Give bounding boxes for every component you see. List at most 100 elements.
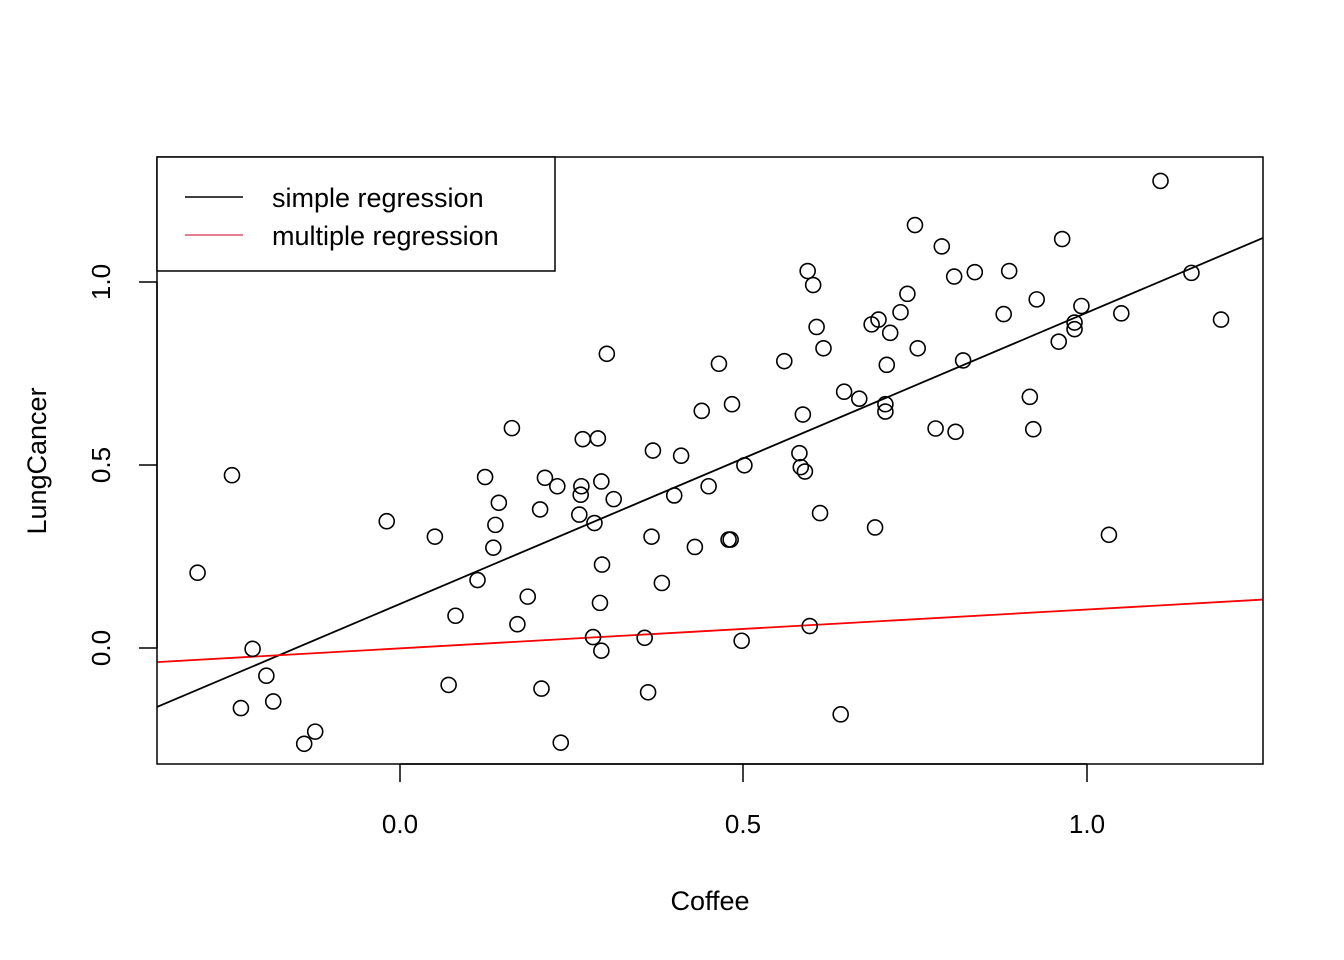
data-point (733, 632, 750, 650)
data-point (1028, 291, 1046, 308)
data-point (1073, 297, 1090, 315)
data-point (815, 339, 832, 357)
data-point (487, 516, 504, 534)
data-point (440, 676, 457, 694)
data-point (593, 556, 611, 573)
data-point (519, 588, 537, 605)
data-point (722, 531, 739, 548)
x-tick-label: 0.5 (725, 809, 761, 839)
data-point (1053, 230, 1071, 248)
x-tick-label: 1.0 (1069, 809, 1105, 839)
data-point (1212, 311, 1230, 328)
data-point (700, 477, 717, 495)
data-point (775, 352, 793, 370)
data-point (533, 680, 550, 697)
multiple-regression-line (156, 598, 1264, 663)
data-point (1100, 526, 1118, 544)
data-point (723, 395, 741, 413)
x-tick-label: 0.0 (382, 809, 418, 839)
data-point (552, 734, 570, 751)
data-point (665, 487, 683, 504)
data-point (995, 305, 1012, 323)
data-point (589, 430, 607, 447)
data-point (799, 262, 816, 280)
data-point (693, 402, 711, 420)
data-point (866, 519, 884, 536)
data-point (877, 403, 894, 420)
data-point (258, 667, 275, 685)
data-point (909, 339, 927, 357)
data-point (549, 477, 566, 495)
data-point (892, 303, 909, 321)
data-point (686, 538, 704, 556)
data-point (1066, 314, 1083, 331)
data-point (378, 512, 396, 530)
data-point (870, 311, 887, 328)
data-point (536, 469, 554, 487)
data-point (503, 419, 521, 437)
data-point (574, 430, 592, 448)
data-point (469, 571, 486, 589)
data-point (1050, 333, 1068, 350)
data-point (653, 574, 671, 592)
data-point (927, 420, 944, 437)
data-point (710, 355, 728, 373)
y-tick-label: 0.5 (86, 447, 116, 483)
data-point (1024, 420, 1042, 438)
y-axis: 0.0 0.5 1.0 (86, 264, 158, 666)
data-point (877, 395, 894, 413)
data-point (639, 683, 657, 701)
data-point (947, 423, 964, 441)
data-point (801, 617, 819, 635)
data-point (1021, 388, 1039, 406)
data-point (796, 463, 814, 480)
legend: simple regression multiple regression (156, 156, 556, 272)
y-tick-label: 0.0 (86, 630, 116, 666)
data-point (835, 383, 853, 401)
data-point (509, 615, 526, 633)
data-point (1183, 264, 1200, 282)
x-axis-title: Coffee (670, 886, 749, 916)
data-point (881, 324, 899, 342)
y-tick-label: 1.0 (86, 264, 116, 300)
data-point (643, 528, 660, 545)
data-point (295, 735, 313, 753)
legend-label-multiple-regression: multiple regression (272, 221, 499, 251)
data-point (808, 318, 825, 336)
data-point (232, 699, 250, 717)
data-point (736, 456, 753, 474)
data-points (189, 172, 1230, 753)
data-point (933, 238, 951, 255)
data-point (598, 345, 616, 363)
data-point (1113, 305, 1130, 322)
data-point (636, 629, 653, 647)
data-point (794, 406, 812, 423)
data-point (586, 514, 603, 532)
regression-lines (156, 237, 1264, 708)
x-axis: 0.0 0.5 1.0 (382, 763, 1105, 839)
data-point (244, 640, 261, 658)
data-point (672, 447, 690, 465)
data-point (591, 594, 609, 612)
data-point (485, 539, 502, 556)
data-point (945, 268, 963, 285)
data-point (447, 607, 464, 625)
data-point (264, 693, 282, 710)
data-point (573, 477, 590, 495)
data-point (1000, 262, 1018, 280)
data-point (189, 564, 206, 582)
data-point (605, 490, 623, 508)
data-point (966, 263, 984, 281)
data-point (584, 628, 602, 646)
legend-label-simple-regression: simple regression (272, 183, 484, 213)
data-point (1066, 320, 1083, 338)
data-point (593, 473, 610, 490)
data-point (792, 458, 810, 476)
data-point (791, 444, 808, 462)
data-point (1152, 172, 1169, 190)
data-point (832, 706, 849, 723)
data-point (476, 468, 494, 486)
data-point (490, 494, 508, 512)
data-point (593, 642, 610, 659)
